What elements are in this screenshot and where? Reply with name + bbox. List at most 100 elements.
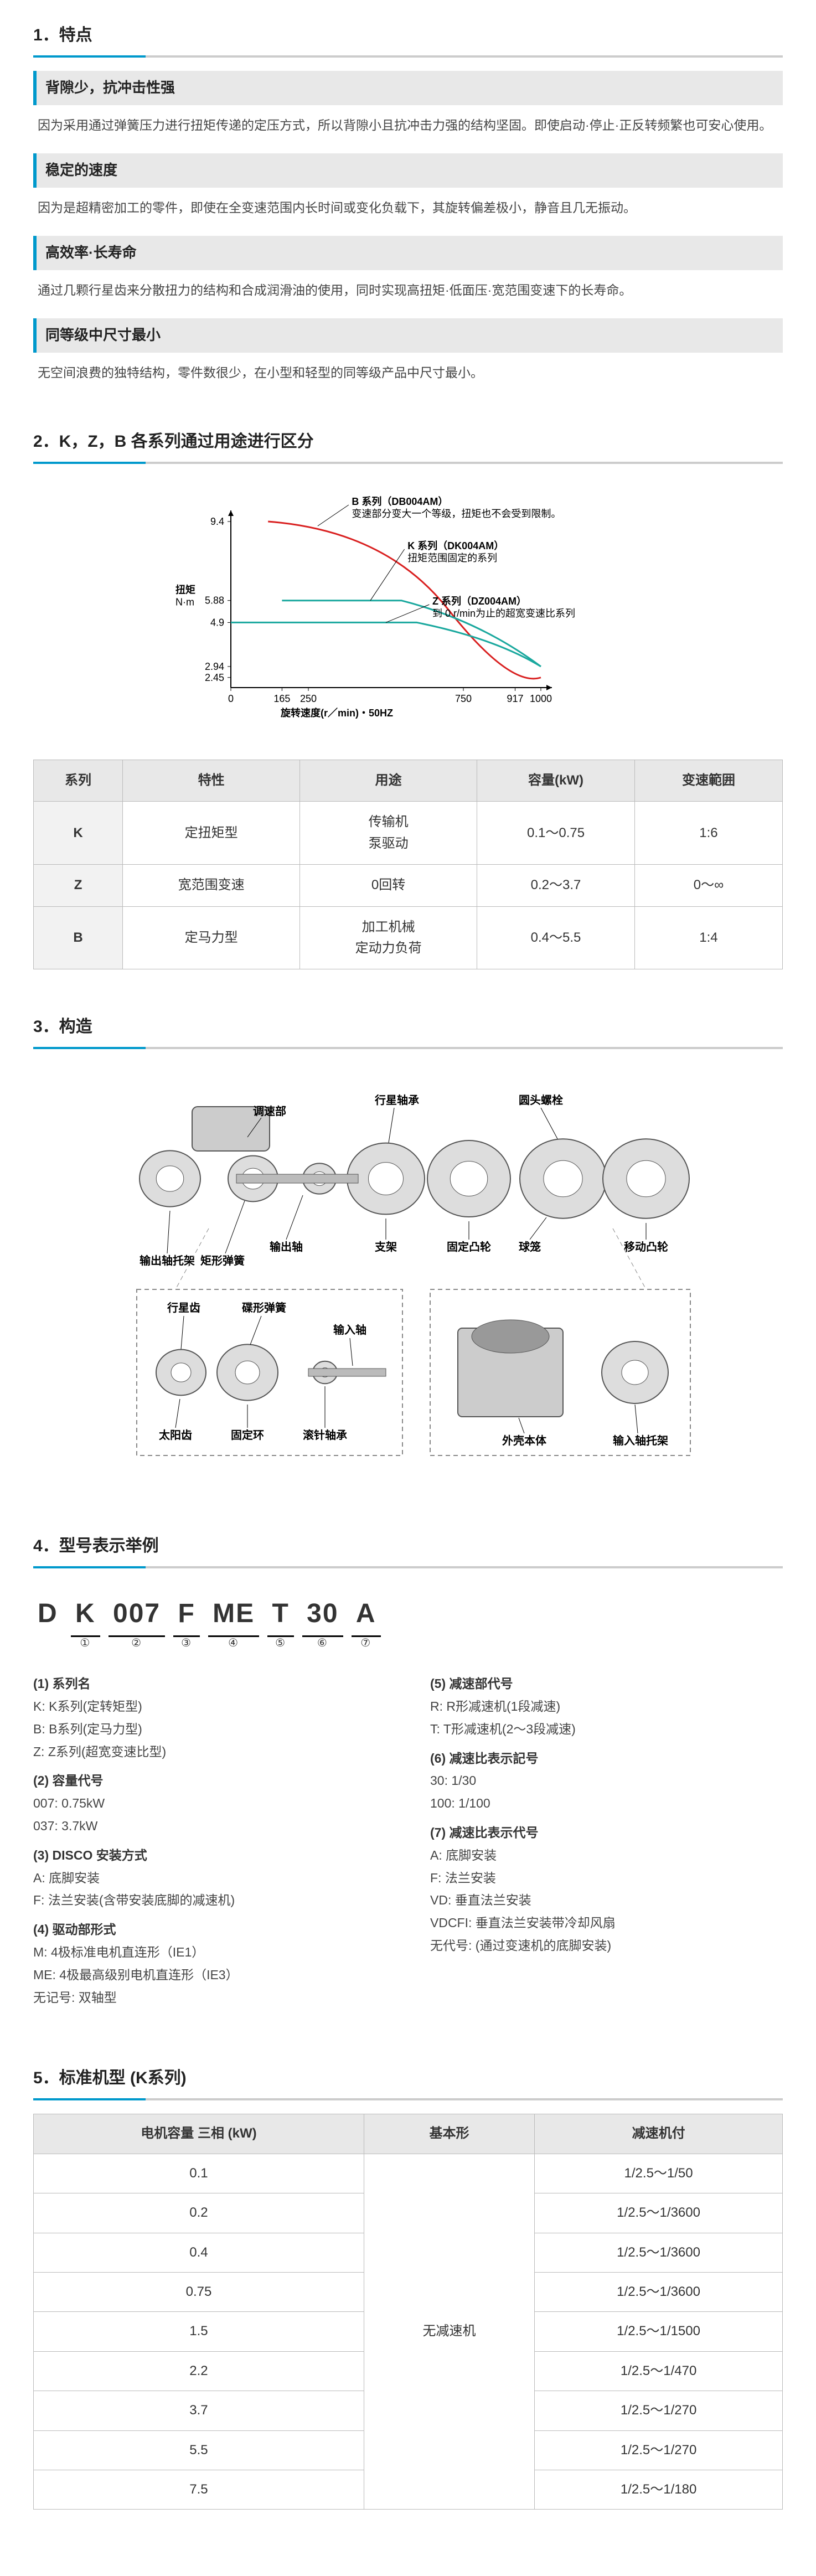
- section-title-3: 3．构造: [33, 1014, 783, 1049]
- legend-item: Z: Z系列(超宽变速比型): [33, 1742, 386, 1762]
- legend-item: T: T形减速机(2～3段减速): [430, 1719, 783, 1739]
- table-cell: 0.2: [34, 2193, 364, 2233]
- model-segment: A⑦: [352, 1593, 381, 1637]
- svg-text:165: 165: [273, 693, 290, 704]
- svg-text:输出轴托架: 输出轴托架: [140, 1254, 195, 1267]
- model-segment: F③: [173, 1593, 199, 1637]
- table-cell: 3.7: [34, 2391, 364, 2430]
- svg-text:滚针轴承: 滚针轴承: [303, 1428, 347, 1442]
- table-cell: Z: [34, 865, 123, 906]
- table-header: 容量(kW): [477, 760, 635, 801]
- table-header: 基本形: [364, 2114, 534, 2154]
- table-cell: 1/2.5～1/270: [535, 2391, 783, 2430]
- table-cell: 1/2.5～1/270: [535, 2430, 783, 2470]
- table-cell: 1/2.5～1/180: [535, 2470, 783, 2509]
- table-cell: 1/2.5～1/50: [535, 2154, 783, 2193]
- table-header: 用途: [300, 760, 477, 801]
- feature-text: 无空间浪费的独特结构，零件数很少，在小型和轻型的同等级产品中尺寸最小。: [33, 362, 783, 384]
- svg-text:9.4: 9.4: [210, 516, 224, 527]
- svg-text:917: 917: [507, 693, 523, 704]
- legend-item: 100: 1/100: [430, 1793, 783, 1814]
- legend-item: VD: 垂直法兰安装: [430, 1890, 783, 1911]
- table-cell: 0～∞: [634, 865, 782, 906]
- section-title-2: 2．K，Z，B 各系列通过用途进行区分: [33, 429, 783, 464]
- table-cell: 1/2.5～1/3600: [535, 2272, 783, 2311]
- table-cell: 1.5: [34, 2312, 364, 2351]
- svg-text:变速部分变大一个等级，扭矩也不会受到限制。: 变速部分变大一个等级，扭矩也不会受到限制。: [352, 508, 561, 519]
- legend-item: 007: 0.75kW: [33, 1793, 386, 1814]
- legend-title: (7) 减速比表示代号: [430, 1823, 783, 1843]
- svg-text:扭矩: 扭矩: [175, 584, 195, 596]
- table-cell: 0.1: [34, 2154, 364, 2193]
- section-model: 4．型号表示举例 D K① 007② F③ ME④ T⑤ 30⑥ A⑦ (1) …: [33, 1533, 783, 2021]
- svg-text:750: 750: [455, 693, 472, 704]
- feature-block: 稳定的速度因为是超精密加工的零件，即使在全变速范围内长时间或变化负载下，其旋转偏…: [33, 153, 783, 219]
- feature-header: 稳定的速度: [33, 153, 783, 188]
- svg-text:固定凸轮: 固定凸轮: [447, 1240, 491, 1253]
- table-cell: 0.2～3.7: [477, 865, 635, 906]
- svg-text:太阳齿: 太阳齿: [159, 1429, 192, 1442]
- legend-item: 30: 1/30: [430, 1770, 783, 1791]
- table-header: 电机容量 三相 (kW): [34, 2114, 364, 2154]
- table-cell: 7.5: [34, 2470, 364, 2509]
- section-title-5: 5．标准机型 (K系列): [33, 2065, 783, 2100]
- model-segment: 30⑥: [302, 1593, 343, 1637]
- svg-text:矩形弹簧: 矩形弹簧: [200, 1254, 245, 1267]
- feature-block: 高效率·长寿命通过几颗行星齿来分散扭力的结构和合成润滑油的使用，同时实现高扭矩·…: [33, 236, 783, 302]
- section-series: 2．K，Z，B 各系列通过用途进行区分 2.452.944.95.889.401…: [33, 429, 783, 969]
- table-cell: K: [34, 802, 123, 865]
- table-cell: 1:6: [634, 802, 782, 865]
- legend-item: R: R形减速机(1段减速): [430, 1696, 783, 1717]
- feature-text: 因为采用通过弹簧压力进行扭矩传递的定压方式，所以背隙小且抗冲击力强的结构坚固。即…: [33, 114, 783, 137]
- model-segment: K①: [71, 1593, 100, 1637]
- section-title-4: 4．型号表示举例: [33, 1533, 783, 1568]
- table-cell: 1/2.5～1/3600: [535, 2233, 783, 2272]
- svg-text:圆头螺栓: 圆头螺栓: [519, 1093, 563, 1107]
- construction-diagram: 调速部行星轴承圆头螺栓输出轴支架固定凸轮球笼移动凸轮矩形弹簧输出轴托架行星齿碟形…: [33, 1062, 783, 1489]
- legend-item: ME: 4极最高级别电机直连形（IE3）: [33, 1965, 386, 1985]
- svg-text:扭矩范围固定的系列: 扭矩范围固定的系列: [407, 553, 497, 564]
- svg-text:调速部: 调速部: [253, 1104, 286, 1118]
- table-cell: 0.1～0.75: [477, 802, 635, 865]
- feature-block: 背隙少，抗冲击性强因为采用通过弹簧压力进行扭矩传递的定压方式，所以背隙小且抗冲击…: [33, 71, 783, 137]
- feature-block: 同等级中尺寸最小无空间浪费的独特结构，零件数很少，在小型和轻型的同等级产品中尺寸…: [33, 318, 783, 384]
- svg-text:支架: 支架: [375, 1240, 397, 1253]
- table-header: 系列: [34, 760, 123, 801]
- legend-item: VDCFI: 垂直法兰安装带冷却风扇: [430, 1913, 783, 1933]
- series-chart: 2.452.944.95.889.401652507509171000B 系列（…: [33, 477, 783, 748]
- feature-text: 因为是超精密加工的零件，即使在全变速范围内长时间或变化负载下，其旋转偏差极小，静…: [33, 197, 783, 219]
- model-segment: ME④: [208, 1593, 259, 1637]
- svg-text:输出轴: 输出轴: [270, 1240, 303, 1253]
- legend-title: (4) 驱动部形式: [33, 1919, 386, 1940]
- model-segment: T⑤: [267, 1593, 293, 1637]
- legend-item: M: 4极标准电机直连形（IE1）: [33, 1942, 386, 1963]
- legend-item: 037: 3.7kW: [33, 1816, 386, 1836]
- legend-item: A: 底脚安装: [33, 1868, 386, 1888]
- table-cell: 1/2.5～1/1500: [535, 2312, 783, 2351]
- table-cell: 5.5: [34, 2430, 364, 2470]
- svg-text:250: 250: [300, 693, 317, 704]
- legend-title: (1) 系列名: [33, 1674, 386, 1694]
- svg-text:固定环: 固定环: [231, 1428, 264, 1442]
- feature-text: 通过几颗行星齿来分散扭力的结构和合成润滑油的使用，同时实现高扭矩·低面压·宽范围…: [33, 279, 783, 302]
- svg-text:球笼: 球笼: [519, 1240, 541, 1253]
- model-segment: D: [33, 1593, 63, 1635]
- table-cell: 0.4～5.5: [477, 906, 635, 969]
- legend-title: (6) 减速比表示記号: [430, 1748, 783, 1769]
- table-cell: 定扭矩型: [123, 802, 300, 865]
- legend-item: F: 法兰安装(含带安装底脚的减速机): [33, 1890, 386, 1911]
- legend-item: K: K系列(定转矩型): [33, 1696, 386, 1717]
- table-cell: 1:4: [634, 906, 782, 969]
- svg-text:B 系列（DB004AM）: B 系列（DB004AM）: [352, 496, 448, 507]
- svg-text:2.94: 2.94: [205, 661, 224, 672]
- section-construction: 3．构造 调速部行星轴承圆头螺栓输出轴支架固定凸轮球笼移动凸轮矩形弹簧输出轴托架…: [33, 1014, 783, 1489]
- svg-text:N·m: N·m: [175, 597, 194, 608]
- model-segment: 007②: [109, 1593, 165, 1637]
- table-cell: 1/2.5～1/3600: [535, 2193, 783, 2233]
- table-header: 减速机付: [535, 2114, 783, 2154]
- svg-text:0: 0: [228, 693, 234, 704]
- table-cell: 传输机泵驱动: [300, 802, 477, 865]
- table-header: 变速範囲: [634, 760, 782, 801]
- svg-text:输入轴托架: 输入轴托架: [613, 1434, 668, 1447]
- table-cell: B: [34, 906, 123, 969]
